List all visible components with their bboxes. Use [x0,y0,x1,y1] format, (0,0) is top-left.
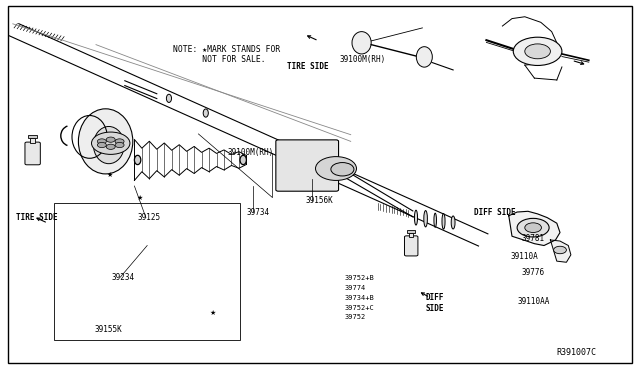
Text: 39234: 39234 [112,273,135,282]
FancyBboxPatch shape [404,236,418,256]
Ellipse shape [240,155,246,165]
Ellipse shape [434,213,436,227]
Circle shape [331,163,354,176]
Text: TIRE SIDE: TIRE SIDE [287,62,328,71]
Text: R391007C: R391007C [557,348,596,357]
Text: 39734+B: 39734+B [344,295,374,301]
Circle shape [106,137,115,142]
Bar [30,138,35,143]
Ellipse shape [79,109,133,174]
Ellipse shape [93,126,124,164]
Text: 39125: 39125 [138,213,161,222]
Circle shape [525,44,550,59]
Ellipse shape [204,109,209,117]
Text: NOTE: ★MARK STANDS FOR
      NOT FOR SALE.: NOTE: ★MARK STANDS FOR NOT FOR SALE. [173,45,280,64]
Bar [54,203,240,340]
Ellipse shape [415,210,417,225]
Text: 39734: 39734 [246,208,269,217]
Text: 39110A: 39110A [511,252,538,261]
Bar [407,230,415,232]
Circle shape [106,144,115,150]
Text: ★: ★ [209,310,216,316]
Text: 39781: 39781 [522,234,545,243]
Circle shape [115,139,124,144]
Circle shape [92,132,130,154]
Text: DIFF
SIDE: DIFF SIDE [426,294,444,313]
Circle shape [554,246,566,254]
Circle shape [115,142,124,148]
Text: ★: ★ [136,195,143,201]
Text: 39100M(RH): 39100M(RH) [339,55,385,64]
Ellipse shape [166,94,172,102]
Ellipse shape [134,155,141,165]
Text: TIRE SIDE: TIRE SIDE [16,213,58,222]
Text: 39776: 39776 [522,268,545,277]
Text: 39155K: 39155K [95,325,122,334]
Polygon shape [550,240,571,262]
Text: 39752+B: 39752+B [344,275,374,281]
Ellipse shape [416,47,433,67]
Circle shape [513,37,562,65]
Circle shape [97,142,106,148]
Ellipse shape [352,32,371,54]
Text: 39110AA: 39110AA [517,297,550,306]
Circle shape [517,218,549,237]
Ellipse shape [451,216,455,229]
Text: 39100M(RH): 39100M(RH) [227,148,273,157]
Text: 39156K: 39156K [306,196,333,205]
FancyBboxPatch shape [25,142,40,165]
Circle shape [97,139,106,144]
Bar [28,135,37,138]
FancyBboxPatch shape [276,140,339,191]
Text: 39752: 39752 [344,314,365,320]
Circle shape [316,157,356,180]
Ellipse shape [442,214,445,229]
Polygon shape [509,211,560,246]
Bar [409,232,413,237]
Ellipse shape [424,211,428,227]
Text: DIFF SIDE: DIFF SIDE [474,208,515,217]
Text: ★: ★ [107,172,113,178]
Circle shape [525,223,541,232]
Text: 39752+C: 39752+C [344,305,374,311]
Text: 39774: 39774 [344,285,365,291]
